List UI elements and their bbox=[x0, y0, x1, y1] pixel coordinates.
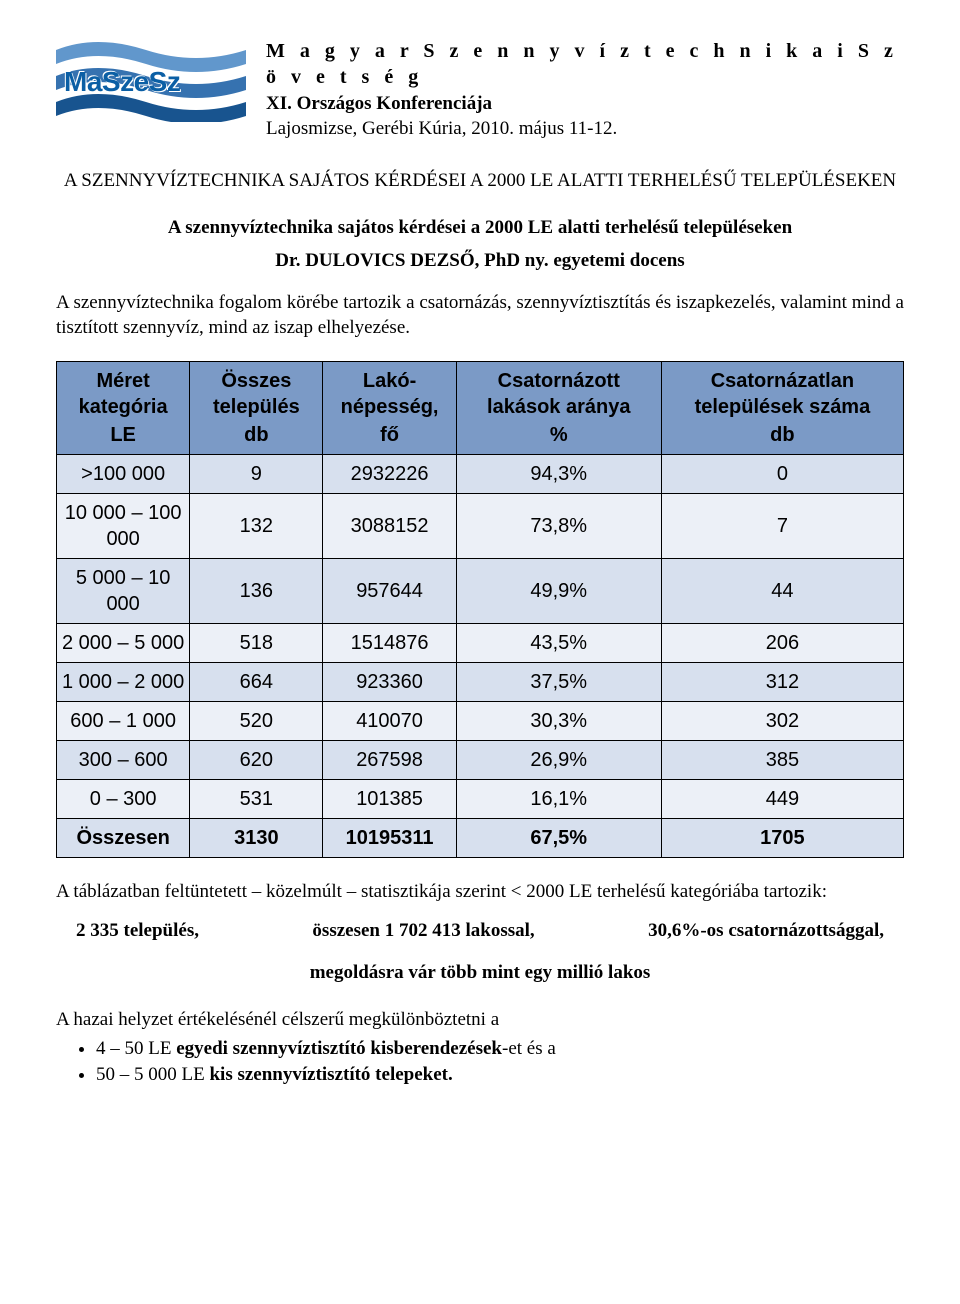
data-table: Méret kategória LE Összes település db L… bbox=[56, 361, 904, 858]
waiting-line: megoldásra vár több mint egy millió lako… bbox=[56, 961, 904, 986]
col-h3-l1: Csatornázott lakások aránya bbox=[487, 370, 630, 418]
table-cell: 3088152 bbox=[323, 493, 456, 558]
table-cell: 267598 bbox=[323, 740, 456, 779]
table-cell: 136 bbox=[190, 558, 323, 623]
table-cell: 37,5% bbox=[456, 662, 661, 701]
upper-title: A SZENNYVÍZTECHNIKA SAJÁTOS KÉRDÉSEI A 2… bbox=[56, 169, 904, 194]
table-cell: 518 bbox=[190, 623, 323, 662]
after-table-text: A táblázatban feltüntetett – közelmúlt –… bbox=[56, 880, 904, 905]
col-h2-l2: fő bbox=[327, 422, 451, 448]
table-cell: Összesen bbox=[57, 818, 190, 857]
col-header-0: Méret kategória LE bbox=[57, 361, 190, 454]
table-cell: 2932226 bbox=[323, 454, 456, 493]
table-cell: 620 bbox=[190, 740, 323, 779]
col-header-1: Összes település db bbox=[190, 361, 323, 454]
table-cell: 600 – 1 000 bbox=[57, 701, 190, 740]
col-header-2: Lakó-népesség, fő bbox=[323, 361, 456, 454]
table-row: >100 0009293222694,3%0 bbox=[57, 454, 904, 493]
table-cell: 531 bbox=[190, 779, 323, 818]
table-cell: 449 bbox=[661, 779, 903, 818]
list-item: 4 – 50 LE egyedi szennyvíztisztító kisbe… bbox=[96, 1037, 904, 1062]
table-cell: 94,3% bbox=[456, 454, 661, 493]
col-h4-l2: db bbox=[666, 422, 899, 448]
table-cell: 1 000 – 2 000 bbox=[57, 662, 190, 701]
table-row: 600 – 1 00052041007030,3%302 bbox=[57, 701, 904, 740]
table-cell: 302 bbox=[661, 701, 903, 740]
header-text-block: M a g y a r S z e n n y v í z t e c h n … bbox=[266, 36, 904, 141]
table-row: 1 000 – 2 00066492336037,5%312 bbox=[57, 662, 904, 701]
stat-settlements: 2 335 település, bbox=[76, 919, 199, 944]
table-cell: 16,1% bbox=[456, 779, 661, 818]
table-cell: 664 bbox=[190, 662, 323, 701]
table-cell: 26,9% bbox=[456, 740, 661, 779]
table-row: 2 000 – 5 000518151487643,5%206 bbox=[57, 623, 904, 662]
lower-title: A szennyvíztechnika sajátos kérdései a 2… bbox=[168, 216, 792, 241]
table-body: >100 0009293222694,3%010 000 – 100 00013… bbox=[57, 454, 904, 857]
col-header-3: Csatornázott lakások aránya % bbox=[456, 361, 661, 454]
table-cell: 10 000 – 100 000 bbox=[57, 493, 190, 558]
col-header-4: Csatornázatlan települések száma db bbox=[661, 361, 903, 454]
table-cell: 7 bbox=[661, 493, 903, 558]
table-cell: 0 – 300 bbox=[57, 779, 190, 818]
org-logo: MaSzeSz bbox=[56, 36, 246, 122]
table-cell: 5 000 – 10 000 bbox=[57, 558, 190, 623]
table-cell: 9 bbox=[190, 454, 323, 493]
table-sum-row: Összesen31301019531167,5%1705 bbox=[57, 818, 904, 857]
table-cell: 1514876 bbox=[323, 623, 456, 662]
table-cell: 67,5% bbox=[456, 818, 661, 857]
col-h1-l2: db bbox=[194, 422, 318, 448]
conference-line: XI. Országos Konferenciája bbox=[266, 92, 904, 117]
table-cell: 520 bbox=[190, 701, 323, 740]
table-cell: 3130 bbox=[190, 818, 323, 857]
col-h0-l2: LE bbox=[61, 422, 185, 448]
table-cell: 49,9% bbox=[456, 558, 661, 623]
document-header: MaSzeSz M a g y a r S z e n n y v í z t … bbox=[56, 36, 904, 141]
col-h1-l1: Összes település bbox=[213, 370, 300, 418]
stat-inhabitants: összesen 1 702 413 lakossal, bbox=[312, 919, 534, 944]
table-cell: 2 000 – 5 000 bbox=[57, 623, 190, 662]
stat-sewered: 30,6%-os csatornázottsággal, bbox=[648, 919, 884, 944]
list-item: 50 – 5 000 LE kis szennyvíztisztító tele… bbox=[96, 1063, 904, 1088]
location-line: Lajosmizse, Gerébi Kúria, 2010. május 11… bbox=[266, 117, 904, 142]
table-cell: 300 – 600 bbox=[57, 740, 190, 779]
table-cell: 43,5% bbox=[456, 623, 661, 662]
table-cell: 410070 bbox=[323, 701, 456, 740]
intro-paragraph: A szennyvíztechnika fogalom körébe tarto… bbox=[56, 291, 904, 340]
table-cell: 101385 bbox=[323, 779, 456, 818]
col-h0-l1: Méret kategória bbox=[79, 370, 168, 418]
table-cell: >100 000 bbox=[57, 454, 190, 493]
table-cell: 44 bbox=[661, 558, 903, 623]
table-cell: 312 bbox=[661, 662, 903, 701]
table-cell: 0 bbox=[661, 454, 903, 493]
table-row: 0 – 30053110138516,1%449 bbox=[57, 779, 904, 818]
org-title: M a g y a r S z e n n y v í z t e c h n … bbox=[266, 38, 904, 90]
table-row: 10 000 – 100 000132308815273,8%7 bbox=[57, 493, 904, 558]
bullet-list: 4 – 50 LE egyedi szennyvíztisztító kisbe… bbox=[96, 1037, 904, 1088]
author-line: Dr. DULOVICS DEZSŐ, PhD ny. egyetemi doc… bbox=[56, 249, 904, 274]
table-row: 5 000 – 10 00013695764449,9%44 bbox=[57, 558, 904, 623]
table-cell: 10195311 bbox=[323, 818, 456, 857]
table-cell: 957644 bbox=[323, 558, 456, 623]
table-row: 300 – 60062026759826,9%385 bbox=[57, 740, 904, 779]
table-cell: 132 bbox=[190, 493, 323, 558]
table-cell: 73,8% bbox=[456, 493, 661, 558]
col-h2-l1: Lakó-népesség, bbox=[341, 370, 439, 418]
logo-text: MaSzeSz bbox=[64, 64, 180, 100]
table-cell: 30,3% bbox=[456, 701, 661, 740]
col-h3-l2: % bbox=[461, 422, 657, 448]
distinguish-text: A hazai helyzet értékelésénél célszerű m… bbox=[56, 1008, 904, 1033]
table-cell: 206 bbox=[661, 623, 903, 662]
table-cell: 923360 bbox=[323, 662, 456, 701]
table-cell: 385 bbox=[661, 740, 903, 779]
table-cell: 1705 bbox=[661, 818, 903, 857]
col-h4-l1: Csatornázatlan települések száma bbox=[695, 370, 871, 418]
stats-line: 2 335 település, összesen 1 702 413 lako… bbox=[56, 919, 904, 944]
